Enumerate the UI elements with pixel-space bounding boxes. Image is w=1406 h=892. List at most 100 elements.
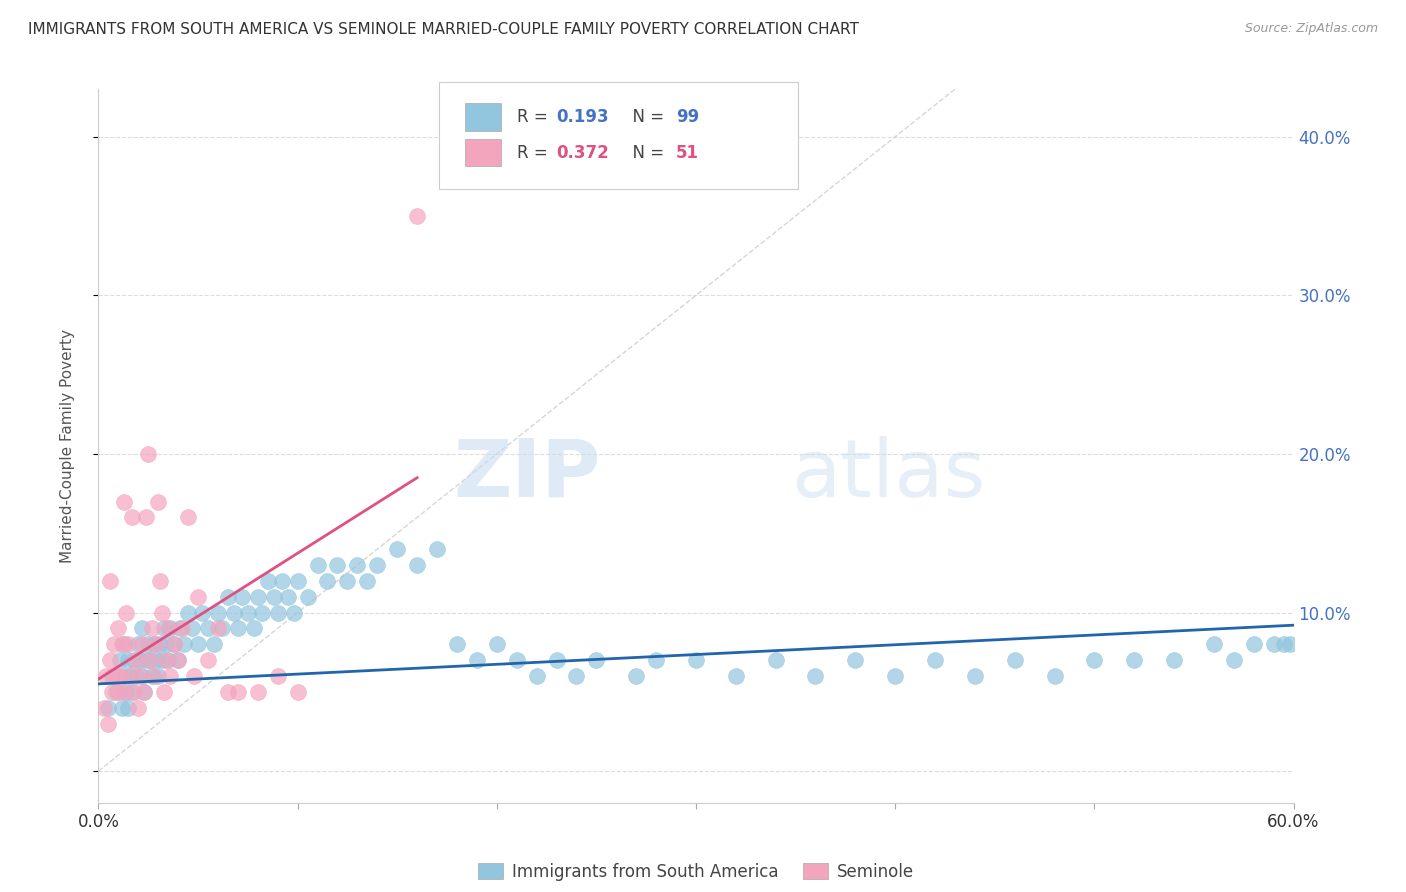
Point (112, 685, 135, 699)
Point (173, 637, 195, 651)
Point (406, 209, 429, 223)
Point (149, 637, 172, 651)
Point (1083, 653, 1105, 667)
Point (231, 590, 253, 604)
Point (287, 685, 309, 699)
Point (246, 685, 269, 699)
Point (121, 685, 143, 699)
Point (191, 606, 214, 620)
Point (110, 653, 132, 667)
Point (141, 669, 163, 683)
Point (153, 685, 176, 699)
Point (626, 669, 648, 683)
Text: 0.193: 0.193 (557, 108, 609, 126)
Point (585, 653, 607, 667)
Point (211, 621, 233, 635)
Point (129, 653, 152, 667)
Point (804, 669, 827, 683)
Point (187, 637, 209, 651)
Point (136, 447, 159, 461)
Point (546, 653, 568, 667)
Point (134, 685, 156, 699)
FancyBboxPatch shape (439, 82, 797, 189)
Point (263, 590, 285, 604)
Point (124, 653, 146, 667)
Point (236, 606, 259, 620)
Text: 99: 99 (676, 108, 699, 126)
Point (115, 606, 138, 620)
Point (1043, 669, 1066, 683)
Point (336, 574, 359, 588)
Point (159, 669, 181, 683)
Point (197, 653, 219, 667)
Point (283, 606, 305, 620)
Point (111, 637, 134, 651)
Point (963, 669, 986, 683)
Point (1222, 653, 1246, 667)
Point (97, 716, 120, 731)
Point (270, 574, 292, 588)
Point (565, 669, 588, 683)
Y-axis label: Married-Couple Family Poverty: Married-Couple Family Poverty (60, 329, 75, 563)
Point (167, 653, 190, 667)
Text: Source: ZipAtlas.com: Source: ZipAtlas.com (1244, 22, 1378, 36)
Point (141, 621, 163, 635)
Point (131, 621, 153, 635)
Point (246, 590, 269, 604)
Point (117, 653, 139, 667)
Point (150, 653, 173, 667)
Text: 51: 51 (676, 144, 699, 161)
Point (112, 669, 135, 683)
Point (135, 510, 157, 524)
Point (112, 494, 135, 508)
Point (884, 669, 907, 683)
Point (202, 637, 225, 651)
Point (250, 606, 273, 620)
Point (120, 669, 142, 683)
Point (107, 685, 129, 699)
Point (1123, 653, 1146, 667)
Point (169, 621, 191, 635)
Point (1202, 637, 1225, 651)
Text: R =: R = (517, 144, 553, 161)
Point (117, 637, 139, 651)
Point (685, 653, 707, 667)
Point (187, 590, 209, 604)
Point (101, 685, 124, 699)
Point (163, 637, 186, 651)
Text: N =: N = (621, 108, 669, 126)
Text: N =: N = (621, 144, 669, 161)
Point (356, 574, 378, 588)
Point (1243, 637, 1265, 651)
Point (426, 542, 449, 557)
Point (93, 700, 115, 714)
Point (217, 685, 239, 699)
Point (267, 669, 290, 683)
Point (148, 494, 170, 508)
Point (153, 621, 176, 635)
Text: ZIP: ZIP (453, 435, 600, 514)
FancyBboxPatch shape (465, 103, 501, 130)
Point (226, 685, 249, 699)
Point (107, 621, 129, 635)
Point (217, 590, 239, 604)
Point (207, 621, 229, 635)
Point (177, 606, 200, 620)
Point (924, 653, 946, 667)
Point (183, 669, 205, 683)
Point (145, 637, 167, 651)
Point (277, 590, 299, 604)
Point (105, 685, 128, 699)
Text: R =: R = (517, 108, 553, 126)
Point (1004, 653, 1026, 667)
Point (159, 621, 181, 635)
Point (143, 669, 166, 683)
Point (129, 669, 152, 683)
Point (121, 510, 143, 524)
Point (844, 653, 866, 667)
Point (326, 558, 349, 572)
Point (316, 574, 339, 588)
Point (127, 637, 149, 651)
Point (485, 637, 508, 651)
Point (243, 621, 266, 635)
